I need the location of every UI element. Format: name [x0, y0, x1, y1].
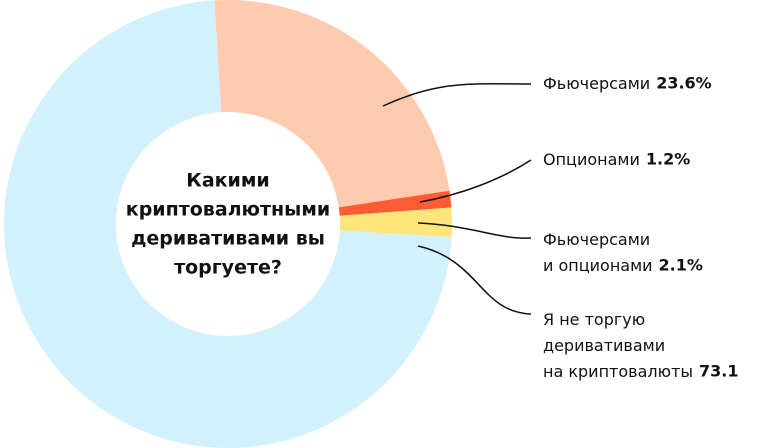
- legend-label: Я не торгую деривативами на криптовалюты: [543, 310, 693, 381]
- chart-title: Какими криптовалютными деривативами вы торг…: [126, 169, 330, 278]
- leader-line: [382, 83, 532, 107]
- donut-slice: [214, 0, 450, 208]
- value-label: 23.6%: [656, 74, 712, 93]
- leader-line: [417, 222, 532, 239]
- value-label: 73.1: [699, 362, 738, 381]
- donut-slice: [4, 0, 452, 448]
- legend-label: Опционами: [543, 150, 640, 169]
- value-label: 1.2%: [646, 150, 690, 169]
- leader-line: [417, 245, 532, 315]
- legend-label: Фьючерсами: [543, 74, 650, 93]
- value-label: 2.1%: [659, 256, 703, 275]
- donut-slice: [338, 190, 452, 216]
- legend-label: Фьючерсами и опционами: [543, 230, 653, 275]
- donut-slice: [339, 207, 452, 238]
- leader-line: [419, 159, 532, 203]
